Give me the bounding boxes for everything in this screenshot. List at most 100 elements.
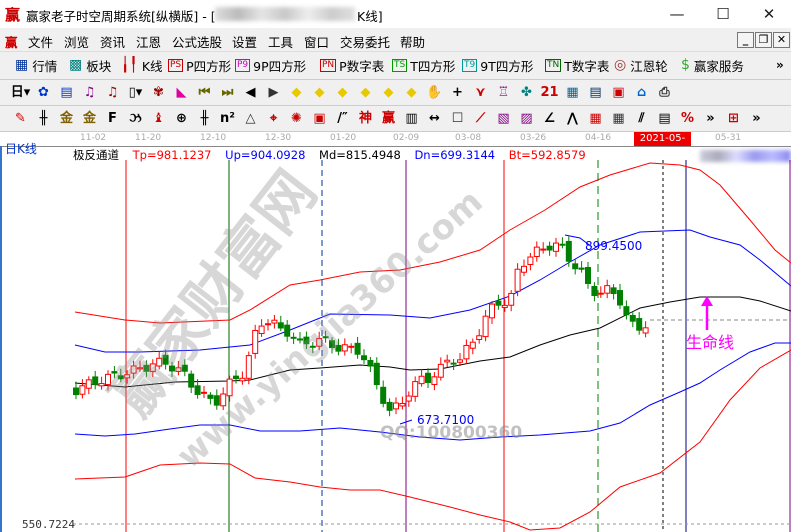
spiral-icon[interactable]: ઝ: [129, 111, 142, 126]
toolbar-button-1[interactable]: ▩ 板块: [68, 56, 111, 75]
menu-browse[interactable]: 浏览: [64, 35, 90, 50]
next-icon[interactable]: ▶: [268, 85, 279, 100]
formula-icon[interactable]: ✤: [521, 85, 532, 100]
candle-body: [527, 256, 534, 265]
circle-cycle-icon[interactable]: ⊕: [176, 111, 187, 126]
more-icon[interactable]: »: [706, 111, 715, 126]
toolbar-button-3[interactable]: PS P四方形: [168, 56, 231, 75]
radar-icon[interactable]: ✺: [291, 111, 302, 126]
first-bar-icon[interactable]: ⏮: [198, 85, 211, 100]
toolbar-button-7[interactable]: T9 9T四方形: [462, 56, 533, 75]
time-lines-icon[interactable]: ╫: [200, 111, 209, 126]
zoom-out-icon[interactable]: ◆: [383, 85, 394, 100]
gann-box-icon[interactable]: ▧: [497, 111, 510, 126]
chart-zoom-icon[interactable]: ✿: [38, 85, 49, 100]
zoom-fit-icon[interactable]: ◆: [406, 85, 417, 100]
calendar-icon[interactable]: 21: [540, 85, 559, 100]
grid-target-icon[interactable]: ▣: [313, 111, 326, 126]
line-tool-icon[interactable]: ⋎: [475, 85, 486, 100]
menu-formula[interactable]: 公式选股: [172, 35, 223, 50]
minimize-button[interactable]: —: [669, 5, 685, 23]
candle-body: [341, 344, 348, 352]
print-icon[interactable]: ⎙: [659, 85, 670, 100]
candle-body: [329, 340, 335, 349]
candle-type-icon[interactable]: ▯▾: [128, 85, 143, 100]
grid-icon[interactable]: ▦: [589, 111, 602, 126]
toolbar-button-0[interactable]: ▦ 行情: [14, 56, 57, 75]
gann-box2-icon[interactable]: ▨: [520, 111, 533, 126]
toolbar-button-8[interactable]: TN T数字表: [545, 56, 609, 75]
notes-icon[interactable]: ▤: [60, 85, 73, 100]
calculator-icon[interactable]: ▦: [566, 85, 579, 100]
period-day-icon[interactable]: 日▾: [10, 85, 31, 100]
toolbar-button-10[interactable]: $ 赢家服务: [680, 56, 744, 75]
cycle-bell-icon[interactable]: ♝: [152, 111, 165, 126]
gold-split2-icon[interactable]: 金: [82, 111, 96, 126]
candle-body: [380, 386, 387, 404]
fan-red-icon[interactable]: ⟋: [475, 111, 486, 126]
width-icon[interactable]: ↔: [429, 111, 440, 126]
mdi-minimize-button[interactable]: _: [737, 32, 754, 48]
mdi-restore-button[interactable]: ❐: [755, 32, 772, 48]
channel-icon[interactable]: ⫽: [638, 111, 645, 126]
zoom-horizontal-icon[interactable]: ◆: [337, 85, 348, 100]
toolbar-button-4[interactable]: P9 9P四方形: [235, 56, 306, 75]
angle-lines-icon[interactable]: /″: [337, 111, 348, 126]
percent-icon[interactable]: %: [680, 111, 695, 126]
toolbar-button-5[interactable]: PN P数字表: [320, 56, 384, 75]
menu-tools[interactable]: 工具: [268, 35, 294, 50]
win-icon[interactable]: 赢: [381, 111, 395, 126]
menu-info[interactable]: 资讯: [100, 35, 126, 50]
menu-window[interactable]: 窗口: [304, 35, 330, 50]
more2-icon[interactable]: »: [752, 111, 761, 126]
hand-icon[interactable]: ✋: [426, 85, 443, 100]
maximize-button[interactable]: ☐: [716, 5, 730, 23]
toolbar-label: 行情: [32, 59, 58, 74]
kline-chart[interactable]: 899.4500 673.7100 生命线 550.7224 赢家财富网 www…: [0, 146, 791, 532]
table-icon[interactable]: ▤: [658, 111, 671, 126]
period-label[interactable]: 日K线: [5, 142, 37, 156]
candle-body: [169, 365, 175, 372]
zoom-in-icon[interactable]: ◆: [360, 85, 371, 100]
menu-trade[interactable]: 交易委托: [340, 35, 391, 50]
ruler-icon[interactable]: ▥: [405, 111, 418, 126]
gold-split-icon[interactable]: 金: [59, 111, 73, 126]
cycle-tool-icon[interactable]: ✾: [153, 85, 164, 100]
menu-file[interactable]: 文件: [28, 35, 54, 50]
network-icon[interactable]: ⌂: [636, 85, 647, 100]
target-icon[interactable]: ⌖: [269, 111, 278, 126]
layout-grid-icon[interactable]: ⊞: [728, 111, 739, 126]
menu-gann[interactable]: 江恩: [136, 35, 162, 50]
toolbar-button-6[interactable]: TS T四方形: [392, 56, 455, 75]
crosshair-icon[interactable]: +: [452, 85, 463, 100]
flag-icon[interactable]: ◣: [176, 85, 187, 100]
fib-icon[interactable]: F: [108, 111, 117, 126]
last-bar-icon[interactable]: ⏭: [221, 85, 234, 100]
triangle-icon[interactable]: △: [245, 111, 256, 126]
save-icon[interactable]: ▣: [612, 85, 625, 100]
box-icon[interactable]: ☐: [451, 111, 464, 126]
square-n-icon[interactable]: n²: [220, 111, 235, 126]
candle-body: [393, 402, 399, 410]
menu-help[interactable]: 帮助: [400, 35, 426, 50]
toolbar-button-9[interactable]: ◎ 江恩轮: [613, 56, 668, 75]
toolbar-button-2[interactable]: ╽╿ K线: [120, 56, 163, 75]
angle-icon[interactable]: ∠: [543, 111, 556, 126]
report-icon[interactable]: ▤: [589, 85, 602, 100]
move-up-icon[interactable]: ◆: [314, 85, 325, 100]
god-icon[interactable]: 神: [358, 111, 372, 126]
toolbar-more-icon[interactable]: »: [776, 58, 784, 72]
window-title: 赢家老子时空周期系统[纵横版] - [: [26, 9, 216, 24]
menu-settings[interactable]: 设置: [232, 35, 258, 50]
pattern-icon[interactable]: ♖: [497, 85, 510, 100]
wave3-icon[interactable]: ♫: [83, 85, 96, 100]
zigzag-icon[interactable]: ⋀: [567, 111, 578, 126]
wave9-icon[interactable]: ♫: [106, 85, 119, 100]
mdi-close-button[interactable]: ✕: [773, 32, 790, 48]
pen-icon[interactable]: ✎: [15, 111, 26, 126]
prev-icon[interactable]: ◀: [245, 85, 256, 100]
move-left-icon[interactable]: ◆: [291, 85, 302, 100]
close-button[interactable]: ✕: [762, 5, 776, 23]
parallel-lines-icon[interactable]: ╫: [39, 111, 48, 126]
grid2-icon[interactable]: ▦: [612, 111, 625, 126]
